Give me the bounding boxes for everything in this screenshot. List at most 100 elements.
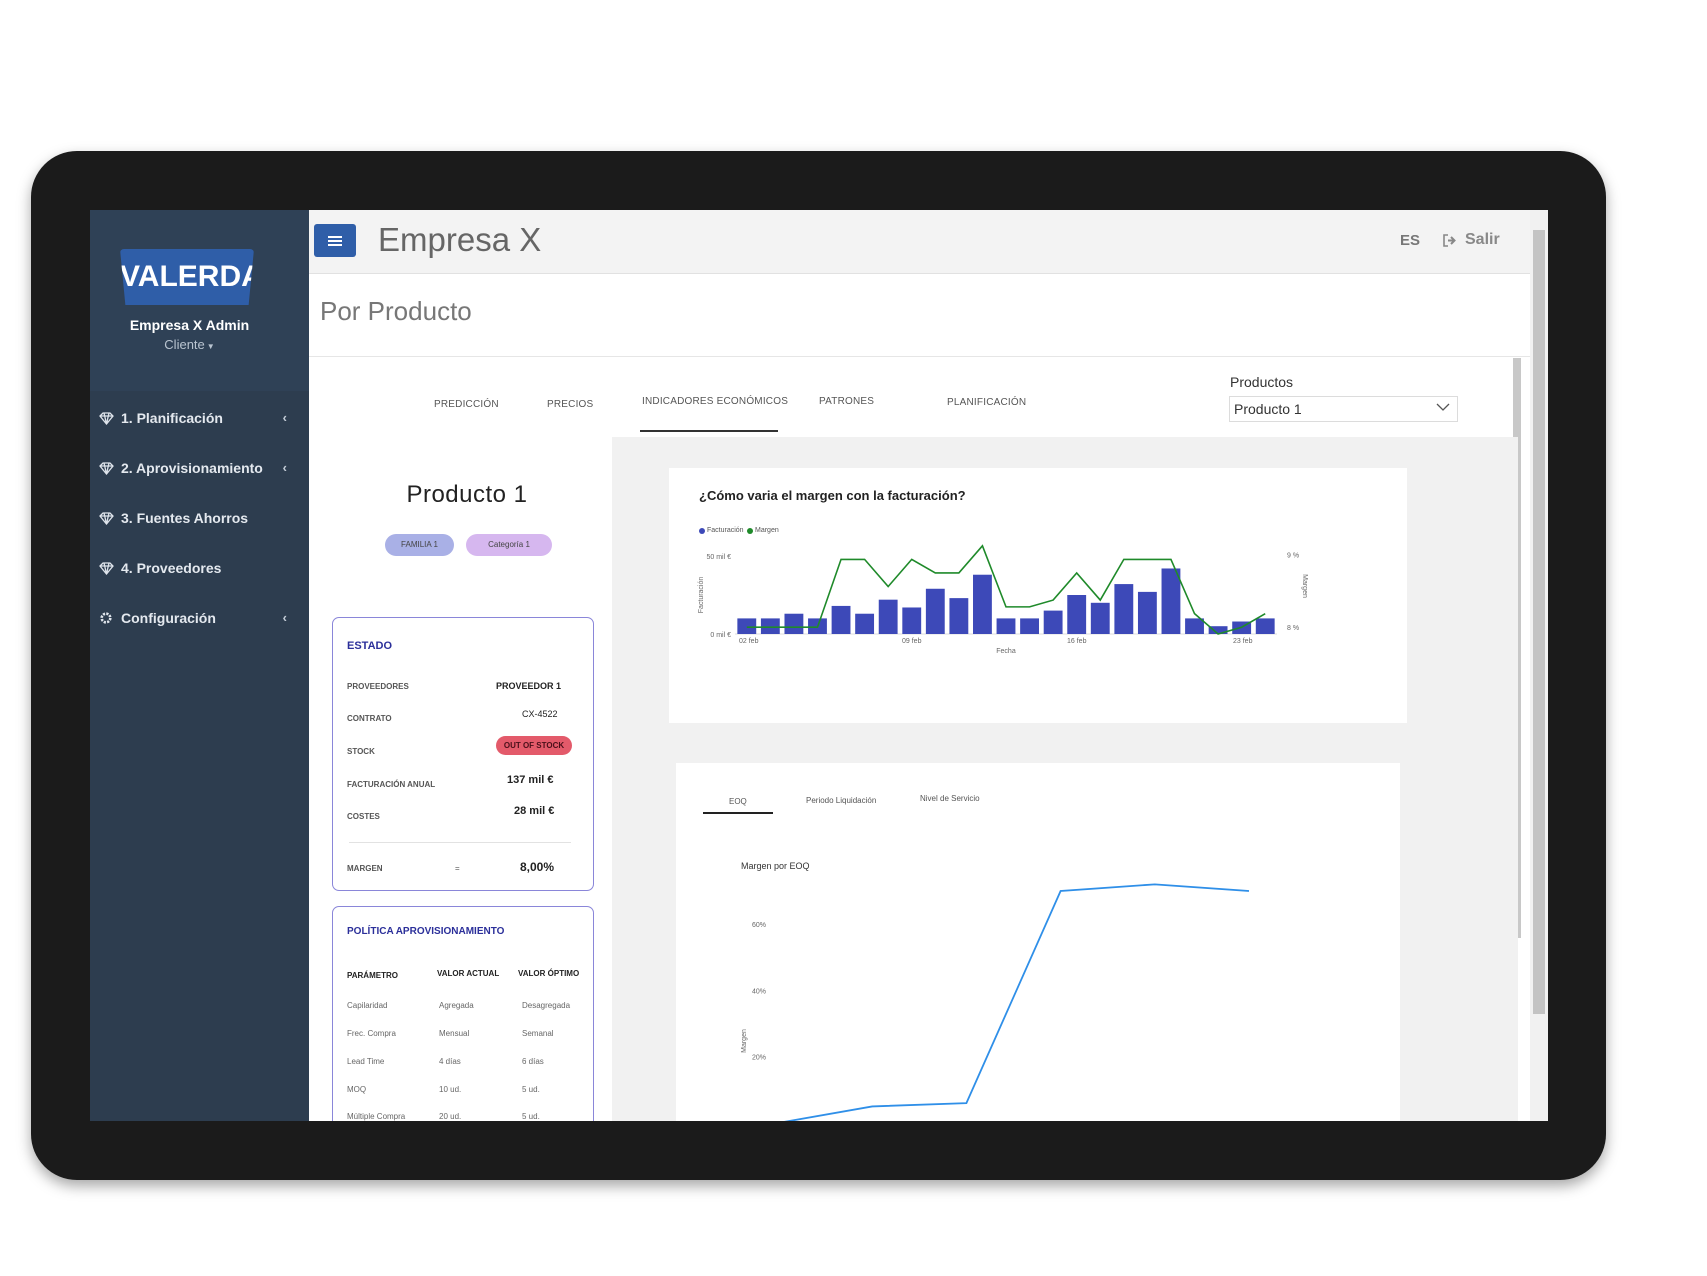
sidebar-item-label: 1. Planificación [121,410,223,426]
sidebar-nav: 1. Planificación ‹ 2. Aprovisionamiento … [90,393,309,643]
hamburger-icon [328,235,342,246]
bar-facturacion [949,598,969,634]
top-bar: Empresa X ES Salir [309,210,1530,274]
x-tick-label: 23 feb [1233,638,1253,645]
bar-facturacion [925,588,945,634]
tab-precios[interactable]: PRECIOS [547,399,594,410]
logout-icon [1443,233,1456,247]
estado-value: PROVEEDOR 1 [496,681,562,691]
bar-facturacion [1185,618,1204,634]
sidebar-item-proveedores[interactable]: 4. Proveedores [90,543,309,593]
brand-logo[interactable]: VALERDAT [120,249,254,305]
table-cell: Semanal [522,1029,554,1038]
bar-facturacion [1255,618,1275,634]
estado-label: FACTURACIÓN ANUAL [347,780,436,789]
family-badge[interactable]: FAMILIA 1 [385,534,454,556]
sidebar-item-configuracion[interactable]: Configuración ‹ [90,593,309,643]
chart-margen-facturacion: ¿Cómo varia el margen con la facturación… [669,468,1407,723]
logout-button[interactable]: Salir [1443,231,1500,249]
table-cell: 20 ud. [439,1112,462,1121]
estado-value: 137 mil € [507,774,554,786]
table-cell: 5 ud. [522,1112,540,1121]
sidebar-item-label: 4. Proveedores [121,560,222,576]
legend-label: Margen [755,527,779,534]
page-title: Por Producto [320,296,472,326]
legend-swatch [699,527,705,534]
line-margen-eoq [784,883,1250,1121]
app-title: Empresa X [378,221,542,258]
table-cell: Capilaridad [347,1001,388,1010]
bar-facturacion [1067,595,1087,634]
legend-label: Facturación [707,527,744,534]
user-name: Empresa X Admin [129,317,250,333]
y2-tick-label: 8 % [1287,625,1299,632]
table-header: VALOR ACTUAL [437,969,500,978]
bar-facturacion [996,618,1016,634]
bar-facturacion [760,618,780,634]
products-label: Productos [1230,374,1294,390]
bar-facturacion [1090,602,1110,634]
bar-facturacion [1208,626,1228,634]
table-cell: Múltiple Compra [347,1112,406,1121]
sidebar-item-label: 3. Fuentes Ahorros [121,510,249,526]
chevron-left-icon: ‹ [282,410,287,425]
bar-facturacion [1043,610,1063,634]
subtab-eoq[interactable]: EOQ [729,797,747,806]
bar-facturacion [878,599,898,634]
table-cell: MOQ [347,1085,367,1094]
table-cell: 4 días [439,1057,461,1066]
bar-facturacion [784,613,804,634]
legend-margen[interactable]: Margen [747,527,779,534]
tab-patrones[interactable]: PATRONES [819,396,875,407]
sidebar-item-label: Configuración [121,610,216,626]
tab-indicadores-economicos[interactable]: INDICADORES ECONÓMICOS [642,396,789,407]
subtab-periodo-liquidacion[interactable]: Periodo Liquidación [806,796,877,805]
table-cell: Frec. Compra [347,1029,396,1038]
page-header: Por Producto [309,274,1530,357]
table-cell: Mensual [439,1029,470,1038]
estado-label: STOCK [347,747,375,756]
y-tick-label: 20% [752,1055,766,1062]
subtab-nivel-servicio[interactable]: Nivel de Servicio [920,794,980,803]
language-selector[interactable]: ES [1400,232,1421,249]
category-badge[interactable]: Categoría 1 [466,534,552,556]
table-cell: 6 días [522,1057,544,1066]
page-scrollbar-thumb[interactable] [1533,230,1545,1014]
y-tick-label: 50 mil € [706,554,731,561]
estado-card: ESTADO PROVEEDORES PROVEEDOR 1 CONTRATO … [332,617,594,891]
diamond-icon [98,410,114,426]
x-tick-label: 09 feb [902,638,922,645]
line-chart: Margen por EOQ0%20%40%60%01020304050EOQM… [741,861,1250,1121]
bar-facturacion [1020,618,1039,634]
x-tick-label: 02 feb [739,638,759,645]
combo-chart: 0 mil € 50 mil € 8 % 9 % 02 feb 09 feb 16 feb 2… [698,544,1308,655]
politica-title: POLÍTICA APROVISIONAMIENTO [347,926,505,937]
tab-planificacion[interactable]: PLANIFICACIÓN [947,397,1027,408]
estado-label: CONTRATO [347,714,392,723]
sidebar-item-planificacion[interactable]: 1. Planificación ‹ [90,393,309,443]
user-role-dropdown[interactable]: Cliente ▼ [90,337,289,352]
active-subtab-indicator [703,812,773,814]
table-cell: Desagregada [522,1001,571,1010]
sidebar-item-fuentes-ahorros[interactable]: 3. Fuentes Ahorros [90,493,309,543]
menu-toggle-button[interactable] [314,224,356,257]
chevron-left-icon: ‹ [282,460,287,475]
sidebar-header: VALERDAT Empresa X Admin Cliente ▼ [90,210,309,391]
y2-axis-title: Margen [1301,574,1308,598]
products-select[interactable]: Producto 1 [1229,396,1458,422]
line-margen [746,544,1266,635]
y-axis-title: Facturación [698,577,705,614]
stock-status-badge: OUT OF STOCK [496,736,572,755]
estado-value: 28 mil € [514,805,555,817]
margin-equals: = [455,864,460,873]
tab-prediccion[interactable]: PREDICCIÓN [434,399,499,410]
bar-facturacion [1137,591,1157,634]
sidebar-item-aprovisionamiento[interactable]: 2. Aprovisionamiento ‹ [90,443,309,493]
legend-facturacion[interactable]: Facturación [699,527,744,534]
caret-down-icon: ▼ [206,342,215,351]
chevron-down-icon [1436,403,1450,411]
estado-value: CX-4522 [522,709,558,719]
bar-facturacion [1161,568,1181,634]
products-select-value: Producto 1 [1234,401,1302,417]
x-tick-label: 16 feb [1067,638,1087,645]
